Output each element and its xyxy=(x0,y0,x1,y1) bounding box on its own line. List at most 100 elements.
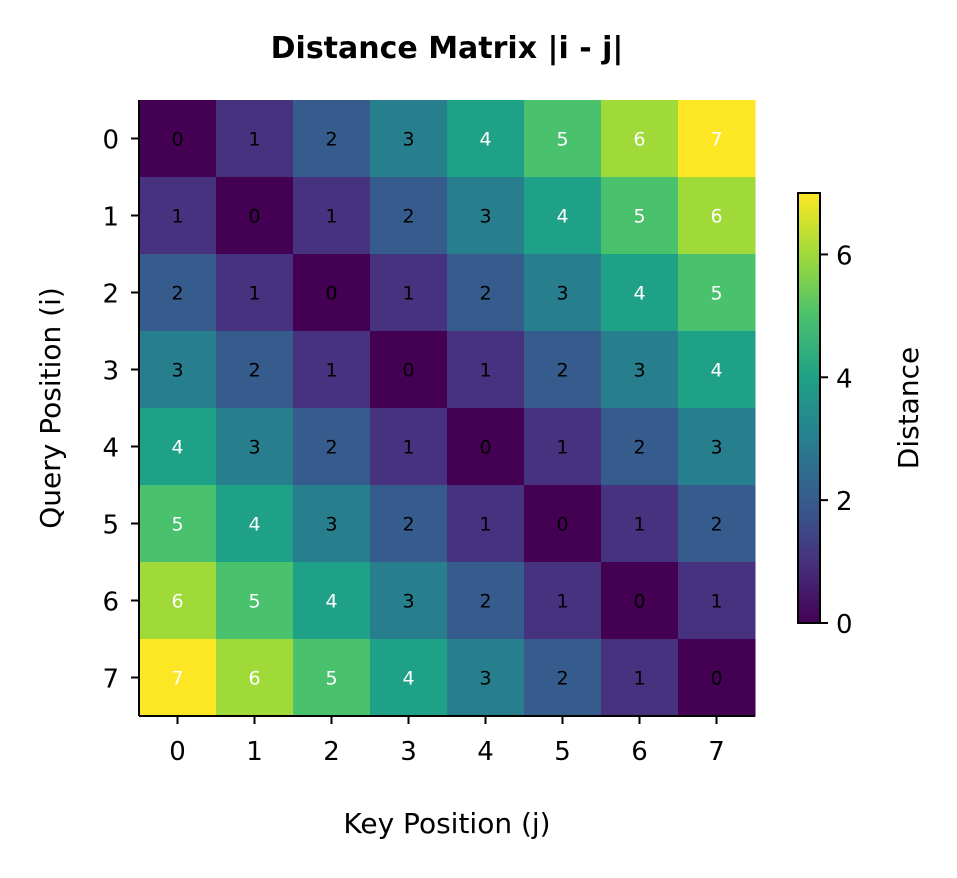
cell-annotation: 6 xyxy=(710,206,722,228)
cell-annotation: 1 xyxy=(402,437,414,459)
cell-annotation: 3 xyxy=(479,668,491,690)
heatmap-cell xyxy=(678,408,756,486)
heatmap-cell xyxy=(216,177,294,255)
cell-annotation: 1 xyxy=(171,206,183,228)
heatmap-cell xyxy=(216,639,294,717)
heatmap-cell xyxy=(601,331,679,409)
heatmap-cell xyxy=(139,639,217,717)
heatmap-cell xyxy=(678,562,756,640)
y-tick-label: 2 xyxy=(102,280,119,310)
heatmap-cell xyxy=(139,408,217,486)
y-tick-label: 5 xyxy=(102,511,119,541)
heatmap-cell xyxy=(370,100,448,178)
x-tick-label: 2 xyxy=(323,737,340,767)
cell-annotation: 3 xyxy=(171,360,183,382)
heatmap-cell xyxy=(678,331,756,409)
cell-annotation: 1 xyxy=(556,437,568,459)
heatmap-cell xyxy=(139,485,217,563)
heatmap-cell xyxy=(370,639,448,717)
heatmap-cell xyxy=(678,639,756,717)
heatmap-cell xyxy=(216,408,294,486)
cell-annotation: 2 xyxy=(325,437,337,459)
heatmap-cell xyxy=(293,639,371,717)
heatmap-cell xyxy=(601,254,679,332)
cell-annotation: 2 xyxy=(325,129,337,151)
heatmap-cell xyxy=(216,562,294,640)
heatmap-cell xyxy=(678,254,756,332)
cell-annotation: 0 xyxy=(248,206,260,228)
heatmap-cell xyxy=(601,639,679,717)
colorbar-tick-label: 6 xyxy=(836,241,853,271)
heatmap-cell xyxy=(216,100,294,178)
cell-annotation: 2 xyxy=(248,360,260,382)
x-tick-label: 5 xyxy=(554,737,571,767)
heatmap-cell xyxy=(447,331,525,409)
x-tick-label: 0 xyxy=(169,737,186,767)
colorbar-tick-label: 0 xyxy=(836,610,853,640)
heatmap-cells: 0 1 2 3 4 5 6 7 1 0 1 2 3 4 5 6 2 1 0 1 2 3 4 5 3 2 1 0 1 2 3 4 4 3 2 1 0 1 2 3… xyxy=(139,100,756,717)
cell-annotation: 5 xyxy=(248,591,260,613)
heatmap-cell xyxy=(293,177,371,255)
cell-annotation: 2 xyxy=(633,437,645,459)
colorbar-tick-label: 4 xyxy=(836,364,853,394)
cell-annotation: 4 xyxy=(171,437,183,459)
heatmap-cell xyxy=(601,562,679,640)
heatmap-cell xyxy=(370,254,448,332)
cell-annotation: 4 xyxy=(633,283,645,305)
cell-annotation: 6 xyxy=(633,129,645,151)
cell-annotation: 4 xyxy=(402,668,414,690)
x-axis-label: Key Position (j) xyxy=(343,807,550,840)
heatmap-cell xyxy=(293,331,371,409)
cell-annotation: 1 xyxy=(710,591,722,613)
heatmap-cell xyxy=(447,100,525,178)
heatmap-cell xyxy=(370,485,448,563)
cell-annotation: 2 xyxy=(402,206,414,228)
heatmap-cell xyxy=(216,485,294,563)
heatmap-cell xyxy=(293,562,371,640)
heatmap-cell xyxy=(601,100,679,178)
cell-annotation: 1 xyxy=(248,283,260,305)
heatmap-cell xyxy=(524,562,602,640)
colorbar-tick-label: 2 xyxy=(836,487,853,517)
y-tick-label: 0 xyxy=(102,126,119,156)
cell-annotation: 7 xyxy=(710,129,722,151)
cell-annotation: 6 xyxy=(171,591,183,613)
heatmap-cell xyxy=(370,562,448,640)
cell-annotation: 1 xyxy=(325,206,337,228)
cell-annotation: 1 xyxy=(325,360,337,382)
heatmap-cell xyxy=(370,331,448,409)
cell-annotation: 1 xyxy=(479,360,491,382)
cell-annotation: 5 xyxy=(325,668,337,690)
heatmap-cell xyxy=(524,254,602,332)
colorbar-gradient xyxy=(797,192,821,624)
cell-annotation: 1 xyxy=(479,514,491,536)
heatmap-cell xyxy=(447,485,525,563)
heatmap-cell xyxy=(524,177,602,255)
heatmap-cell xyxy=(601,408,679,486)
heatmap-cell xyxy=(524,485,602,563)
colorbar: 0 2 4 6 xyxy=(797,192,853,640)
cell-annotation: 0 xyxy=(556,514,568,536)
cell-annotation: 2 xyxy=(710,514,722,536)
cell-annotation: 2 xyxy=(171,283,183,305)
cell-annotation: 3 xyxy=(402,129,414,151)
y-tick-label: 4 xyxy=(102,434,119,464)
x-tick-label: 6 xyxy=(631,737,648,767)
heatmap-cell xyxy=(524,639,602,717)
cell-annotation: 3 xyxy=(248,437,260,459)
cell-annotation: 0 xyxy=(325,283,337,305)
heatmap-cell xyxy=(447,254,525,332)
heatmap-cell xyxy=(139,254,217,332)
cell-annotation: 6 xyxy=(248,668,260,690)
cell-annotation: 7 xyxy=(171,668,183,690)
heatmap-cell xyxy=(293,485,371,563)
heatmap-cell xyxy=(601,485,679,563)
heatmap-cell xyxy=(293,408,371,486)
cell-annotation: 2 xyxy=(556,360,568,382)
cell-annotation: 5 xyxy=(171,514,183,536)
cell-annotation: 2 xyxy=(479,283,491,305)
cell-annotation: 4 xyxy=(710,360,722,382)
cell-annotation: 2 xyxy=(556,668,568,690)
cell-annotation: 4 xyxy=(325,591,337,613)
